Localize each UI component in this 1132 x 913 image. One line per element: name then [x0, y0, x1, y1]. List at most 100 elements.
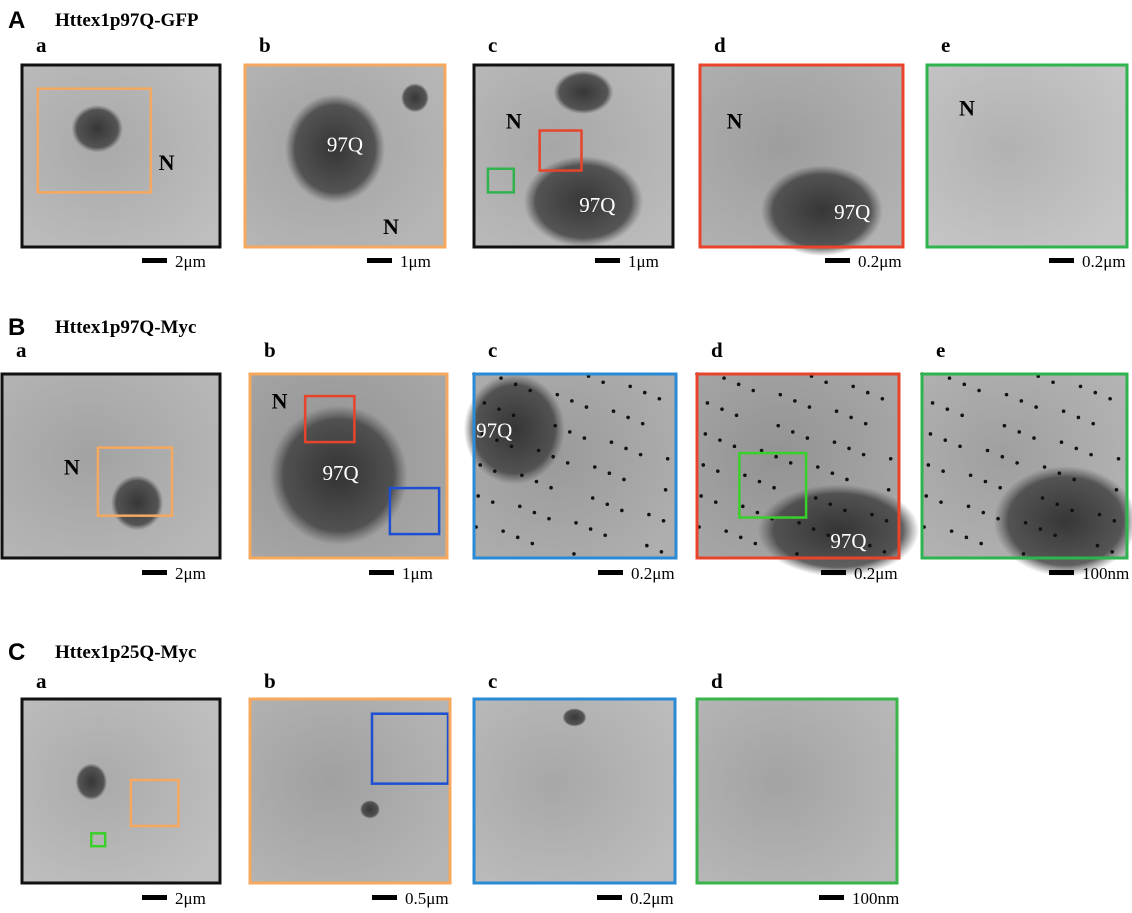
gold-particle [998, 486, 1002, 490]
gold-particle [967, 505, 971, 509]
gold-particle [797, 521, 801, 525]
micrograph [920, 372, 1132, 576]
scale-bar [369, 570, 394, 575]
panel-label: c [488, 33, 497, 57]
scale-bar [819, 895, 844, 900]
annotation: N [959, 96, 975, 121]
gold-particle [483, 401, 487, 405]
dense-region [75, 763, 107, 800]
dense-region [562, 708, 586, 726]
panel-label: a [36, 33, 47, 57]
gold-particle [741, 505, 745, 509]
gold-particle [720, 407, 724, 411]
gold-particle [551, 455, 555, 459]
gold-particle [737, 383, 741, 387]
gold-particle [778, 393, 782, 397]
gold-particle [549, 486, 553, 490]
gold-particle [658, 397, 662, 401]
gold-particle [962, 383, 966, 387]
gold-particle [1051, 380, 1055, 384]
gold-particle [929, 432, 933, 436]
scale-label: 0.5μm [405, 889, 449, 908]
scale-bar [142, 570, 167, 575]
gold-particle [568, 430, 572, 434]
gold-particle [643, 391, 647, 395]
scale-label: 100nm [852, 889, 899, 908]
scale-label: 0.2μm [854, 564, 898, 583]
gold-particle [946, 407, 950, 411]
gold-particle [701, 463, 705, 467]
gold-particle [1022, 552, 1026, 556]
panel-label: b [259, 33, 271, 57]
annotation: 97Q [834, 200, 870, 224]
gold-particle [478, 463, 482, 467]
dense-region [72, 105, 123, 152]
scale-label: 1μm [402, 564, 433, 583]
scale-bar [1049, 570, 1074, 575]
gold-particle [1024, 521, 1028, 525]
dense-region [360, 800, 380, 818]
gold-particle [537, 449, 541, 453]
gold-particle [1108, 397, 1112, 401]
row-label: C [8, 639, 25, 666]
gold-particle [870, 513, 874, 517]
gold-particle [501, 529, 505, 533]
gold-particle [572, 552, 576, 556]
scale-bar [595, 258, 620, 263]
row-label: B [8, 314, 25, 341]
gold-particle [1077, 416, 1081, 420]
annotation: N [64, 455, 80, 480]
gold-particle [835, 409, 839, 413]
gold-particle [843, 509, 847, 513]
gold-particle [814, 496, 818, 500]
gold-particle [847, 447, 851, 451]
micrograph [695, 372, 919, 576]
gold-particle [996, 517, 1000, 521]
gold-particle [948, 376, 952, 380]
gold-particle [816, 465, 820, 469]
gold-particle [1043, 465, 1047, 469]
gold-particle [812, 527, 816, 531]
gold-particle [924, 494, 928, 498]
micrograph-shade [250, 699, 450, 883]
gold-particle [512, 414, 516, 418]
annotation: 97Q [323, 461, 359, 485]
gold-particle [528, 389, 532, 393]
gold-particle [1070, 509, 1074, 513]
panel-label: c [488, 338, 497, 362]
gold-particle [622, 478, 626, 482]
panel-label: a [36, 669, 47, 693]
micrograph-shade [22, 65, 220, 247]
gold-particle [608, 471, 612, 475]
gold-particle [491, 500, 495, 504]
gold-particle [1032, 436, 1036, 440]
gold-particle [566, 461, 570, 465]
gold-particle [593, 465, 597, 469]
row-title: Httex1p25Q-Myc [55, 642, 196, 663]
micrograph [474, 65, 673, 247]
gold-particle [706, 401, 710, 405]
gold-particle [751, 389, 755, 393]
gold-particle [758, 480, 762, 484]
micrograph [2, 374, 220, 558]
gold-particle [866, 391, 870, 395]
micrograph [474, 699, 675, 883]
gold-particle [585, 405, 589, 409]
gold-particle [791, 430, 795, 434]
gold-particle [733, 445, 737, 449]
annotation: N [506, 108, 522, 133]
gold-particle [1005, 393, 1009, 397]
annotation: 97Q [327, 133, 363, 157]
gold-particle [664, 488, 668, 492]
gold-particle [1060, 440, 1064, 444]
micrograph-shade [22, 699, 220, 883]
gold-particle [626, 416, 630, 420]
gold-particle [808, 405, 812, 409]
gold-particle [1020, 399, 1024, 403]
gold-particle [927, 463, 931, 467]
scale-label: 0.2μm [1082, 252, 1126, 271]
gold-particle [831, 471, 835, 475]
gold-particle [476, 494, 480, 498]
scale-bar [367, 258, 392, 263]
panel-label: c [488, 669, 497, 693]
